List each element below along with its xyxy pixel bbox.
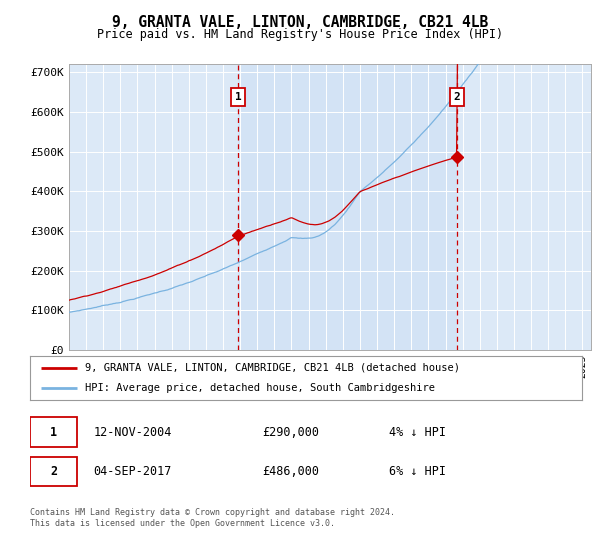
Text: 12-NOV-2004: 12-NOV-2004 [94, 426, 172, 438]
Text: 04-SEP-2017: 04-SEP-2017 [94, 465, 172, 478]
Text: HPI: Average price, detached house, South Cambridgeshire: HPI: Average price, detached house, Sout… [85, 383, 435, 393]
FancyBboxPatch shape [30, 456, 77, 486]
Text: 6% ↓ HPI: 6% ↓ HPI [389, 465, 446, 478]
Text: Price paid vs. HM Land Registry's House Price Index (HPI): Price paid vs. HM Land Registry's House … [97, 28, 503, 41]
Text: 1: 1 [235, 92, 241, 102]
Bar [238, 64, 457, 350]
Text: £486,000: £486,000 [262, 465, 319, 478]
FancyBboxPatch shape [30, 418, 77, 447]
Text: 2: 2 [50, 465, 57, 478]
Text: 9, GRANTA VALE, LINTON, CAMBRIDGE, CB21 4LB: 9, GRANTA VALE, LINTON, CAMBRIDGE, CB21 … [112, 15, 488, 30]
Text: £290,000: £290,000 [262, 426, 319, 438]
Text: 1: 1 [50, 426, 57, 438]
Text: Contains HM Land Registry data © Crown copyright and database right 2024.
This d: Contains HM Land Registry data © Crown c… [30, 508, 395, 528]
Text: 9, GRANTA VALE, LINTON, CAMBRIDGE, CB21 4LB (detached house): 9, GRANTA VALE, LINTON, CAMBRIDGE, CB21 … [85, 363, 460, 373]
Text: 4% ↓ HPI: 4% ↓ HPI [389, 426, 446, 438]
Text: 2: 2 [454, 92, 461, 102]
